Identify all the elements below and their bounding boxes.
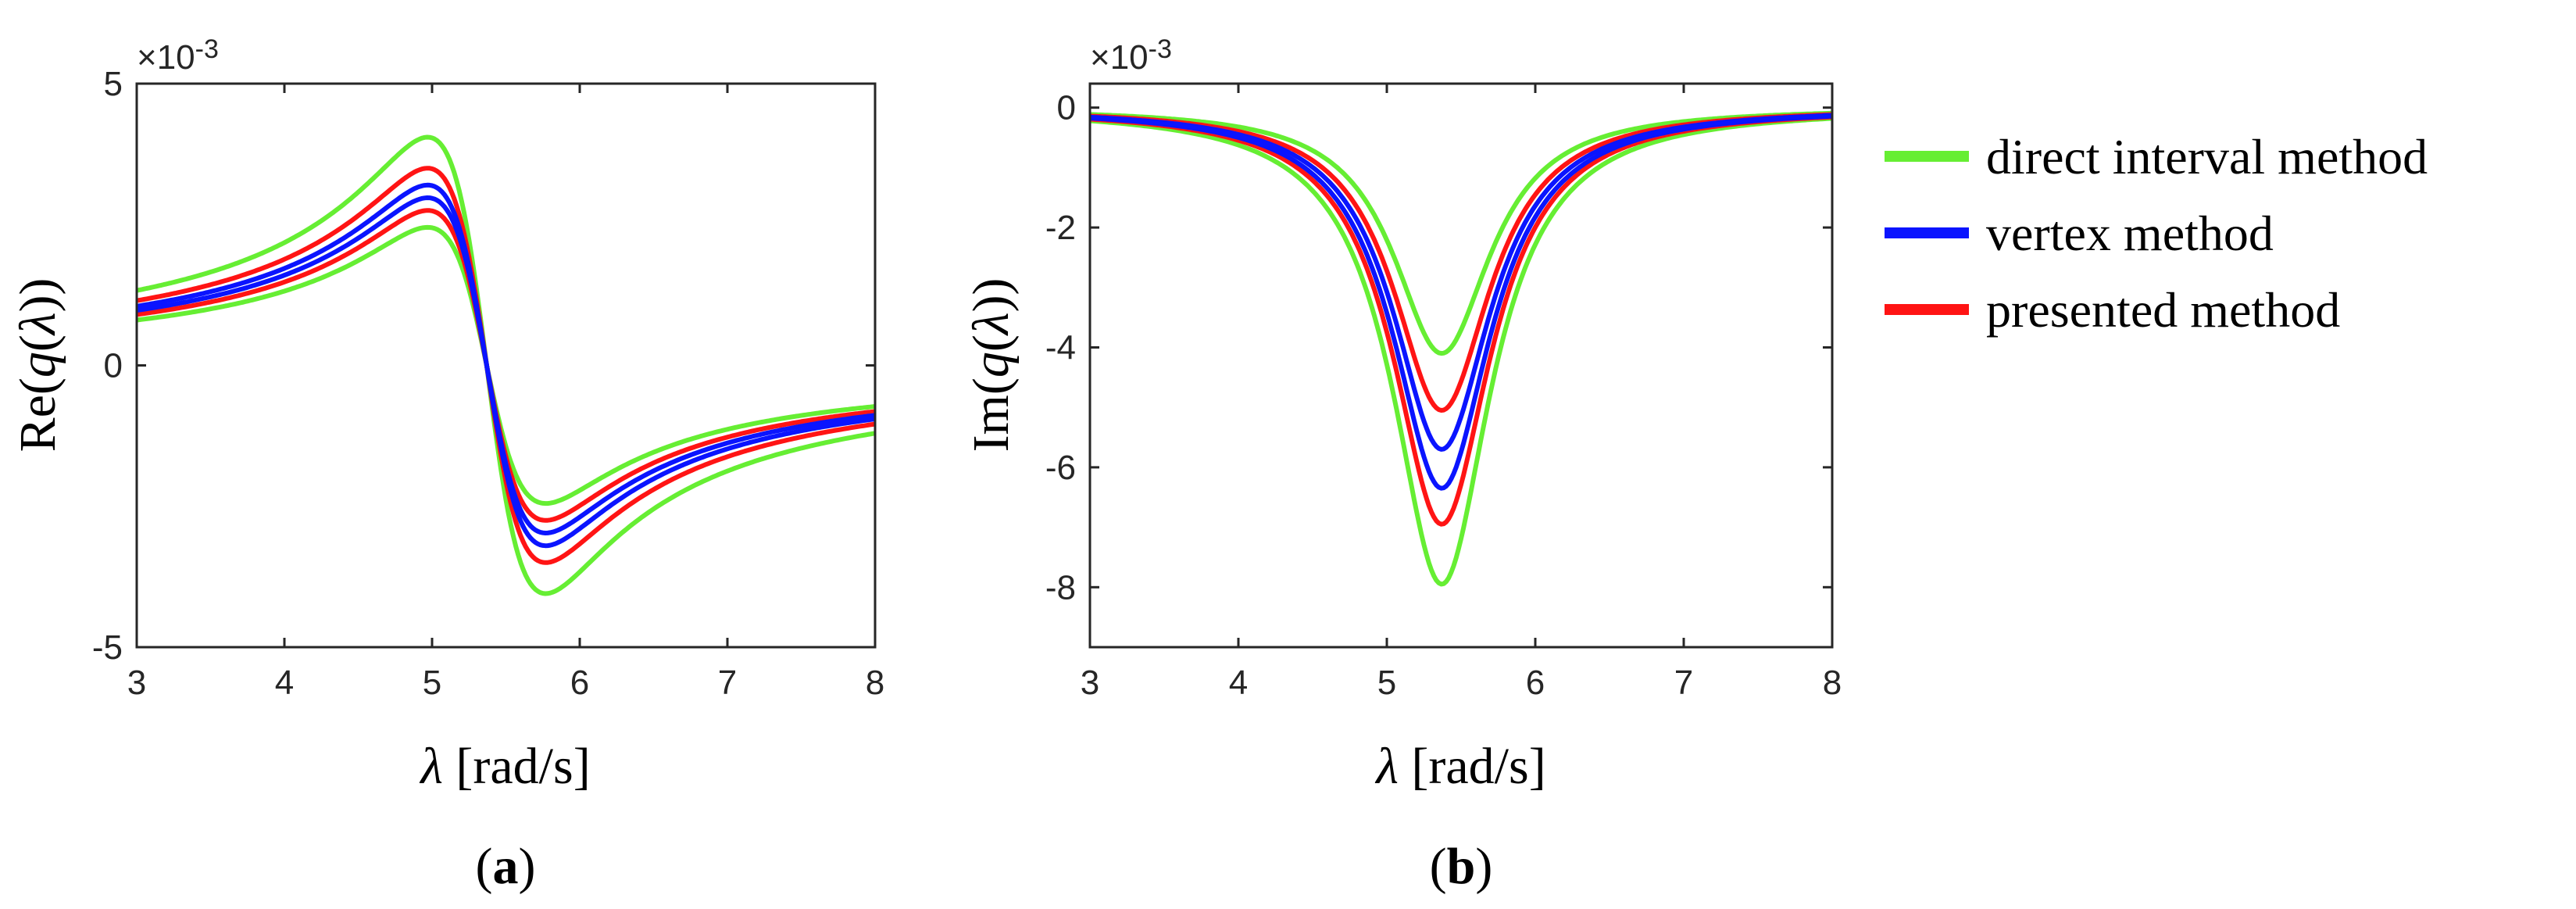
chart-b-y-ticks: 0 -2 -4 -6 -8 — [1045, 89, 1832, 607]
chart-a: 3 4 5 6 7 8 -5 0 5 ×10-3 λ [rad/s] Re(q(λ)) (a) — [9, 34, 884, 895]
chart-b-x-tick-label: 5 — [1377, 664, 1396, 702]
chart-a-series-line-6 — [136, 195, 876, 535]
chart-a-series-line-2 — [136, 224, 876, 506]
legend-label-presented: presented method — [1986, 282, 2340, 338]
chart-a-x-axis-label: λ [rad/s] — [419, 738, 590, 795]
chart-a-y-tick-label: 5 — [104, 65, 123, 103]
chart-b: 3 4 5 6 7 8 0 -2 -4 -6 -8 ×10-3 λ [rad/s] Im(q(λ)… — [963, 34, 1842, 895]
chart-a-plot-area — [137, 84, 875, 647]
chart-b-series-line-2 — [1089, 116, 1833, 587]
chart-b-y-tick-label: -4 — [1045, 328, 1076, 367]
chart-a-x-tick-label: 3 — [127, 664, 146, 702]
legend: direct interval method vertex method pre… — [1885, 129, 2428, 338]
chart-b-y-tick-label: -8 — [1045, 568, 1076, 607]
chart-a-series-line-1 — [136, 134, 876, 596]
chart-b-y-axis-label: Im(q(λ)) — [963, 278, 1020, 453]
chart-b-x-ticks: 3 4 5 6 7 8 — [1081, 84, 1842, 702]
chart-b-series-line-1 — [1089, 110, 1833, 356]
chart-b-y-tick-label: 0 — [1057, 89, 1076, 127]
chart-b-x-tick-label: 8 — [1823, 664, 1842, 702]
legend-label-direct-interval: direct interval method — [1986, 129, 2428, 184]
chart-b-x-tick-label: 3 — [1081, 664, 1099, 702]
chart-b-panel-label: (b) — [1430, 838, 1493, 895]
chart-b-plot-area — [1090, 84, 1832, 647]
chart-a-y-ticks: -5 0 5 — [92, 65, 875, 667]
chart-a-x-ticks: 3 4 5 6 7 8 — [127, 84, 884, 702]
chart-b-y-tick-label: -6 — [1045, 449, 1076, 487]
chart-a-x-tick-label: 5 — [423, 664, 441, 702]
chart-b-y-tick-label: -2 — [1045, 209, 1076, 247]
chart-b-series-line-6 — [1089, 113, 1833, 491]
chart-b-axes-box — [1088, 82, 1834, 649]
chart-a-x-tick-label: 6 — [570, 664, 589, 702]
chart-b-x-tick-label: 6 — [1526, 664, 1545, 702]
chart-b-exponent-label: ×10-3 — [1090, 34, 1172, 77]
chart-a-y-tick-label: -5 — [92, 628, 123, 667]
chart-b-x-axis-label: λ [rad/s] — [1374, 738, 1545, 795]
chart-b-x-tick-label: 7 — [1674, 664, 1693, 702]
chart-a-x-tick-label: 4 — [275, 664, 294, 702]
legend-label-vertex: vertex method — [1986, 206, 2274, 261]
chart-a-series — [136, 134, 876, 596]
chart-a-exponent-label: ×10-3 — [137, 34, 219, 77]
chart-a-x-tick-label: 7 — [718, 664, 737, 702]
chart-a-y-tick-label: 0 — [104, 347, 123, 385]
chart-a-y-axis-label: Re(q(λ)) — [9, 278, 66, 453]
chart-a-x-tick-label: 8 — [866, 664, 884, 702]
chart-b-x-tick-label: 4 — [1229, 664, 1248, 702]
chart-b-series — [1089, 110, 1833, 587]
chart-a-panel-label: (a) — [476, 838, 536, 895]
